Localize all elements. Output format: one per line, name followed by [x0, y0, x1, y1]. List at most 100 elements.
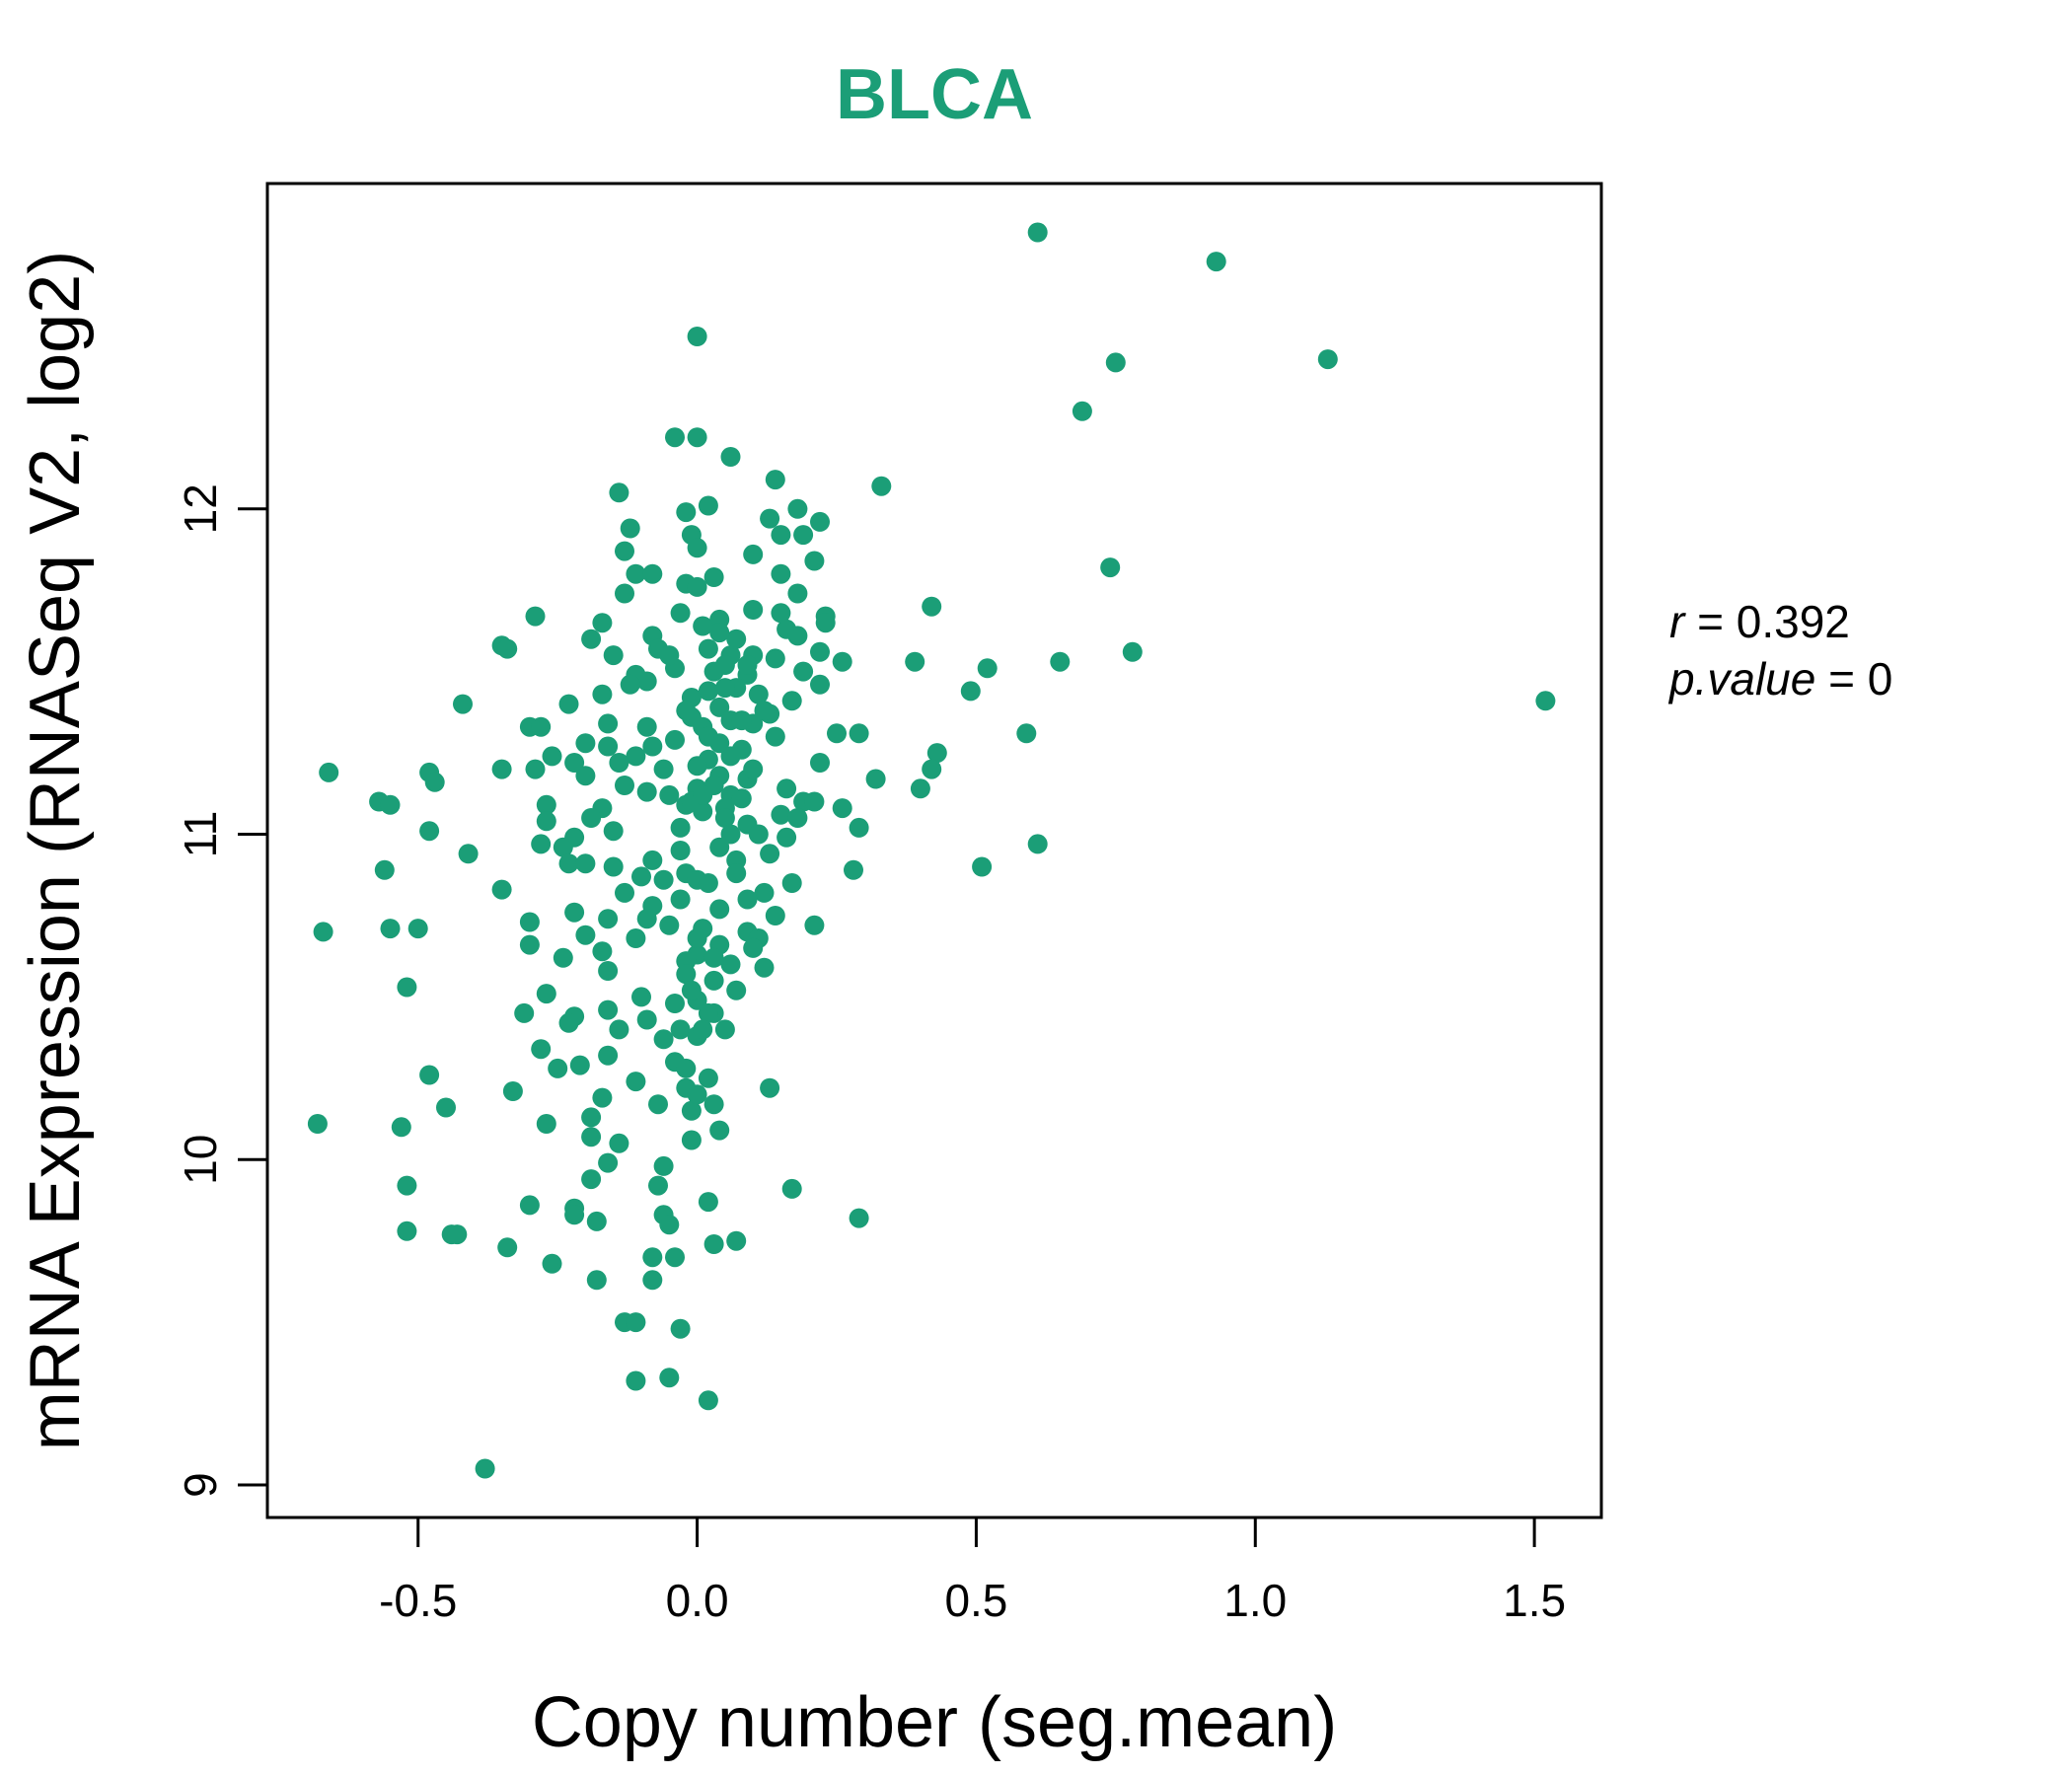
data-point [531, 1039, 552, 1060]
data-point [977, 658, 998, 679]
data-point [676, 1058, 697, 1078]
data-point [502, 1081, 523, 1101]
data-point [598, 713, 619, 734]
data-point [787, 626, 808, 646]
data-point [626, 928, 646, 948]
data-point [636, 716, 657, 737]
data-point [497, 638, 518, 659]
data-point [698, 1192, 718, 1213]
data-point [731, 788, 752, 809]
data-point [703, 1094, 724, 1115]
data-point [642, 563, 663, 584]
data-point [743, 544, 764, 564]
data-point [598, 999, 619, 1020]
data-point [581, 808, 602, 828]
data-point [703, 947, 724, 968]
data-point [804, 551, 825, 571]
data-point [419, 1065, 440, 1085]
data-point [653, 869, 674, 890]
data-point [581, 1107, 602, 1128]
data-point [397, 1221, 417, 1241]
x-tick-label: 1.5 [1503, 1575, 1566, 1626]
data-point [793, 525, 814, 546]
data-point [603, 856, 624, 877]
data-point [592, 613, 613, 633]
data-point [743, 937, 764, 958]
data-point [687, 1084, 707, 1105]
data-point [592, 684, 613, 704]
data-point [548, 1058, 568, 1078]
data-point [693, 616, 713, 636]
y-tick-label: 11 [175, 811, 226, 858]
data-point [687, 928, 707, 948]
data-point [659, 1368, 680, 1388]
data-point [525, 606, 546, 627]
data-point [810, 641, 830, 662]
x-axis-label: Copy number (seg.mean) [532, 1683, 1337, 1762]
data-point [804, 915, 825, 935]
data-point [564, 902, 585, 923]
data-point [972, 856, 993, 877]
data-point [419, 821, 440, 842]
data-point [765, 726, 785, 747]
stat-r-line: r = 0.392 [1669, 596, 1850, 647]
data-point [397, 1175, 417, 1196]
data-point [905, 651, 925, 672]
x-tick-label: -0.5 [379, 1575, 457, 1626]
data-point [1016, 723, 1037, 744]
data-point [709, 899, 730, 920]
data-point [743, 600, 764, 620]
data-point [626, 1370, 646, 1391]
data-point [536, 811, 556, 832]
data-point [1027, 222, 1048, 243]
y-axis: 9 10 11 12 [175, 483, 269, 1498]
data-point [581, 629, 602, 649]
data-point [720, 954, 741, 975]
data-point [787, 498, 808, 519]
data-point [603, 645, 624, 666]
data-point [709, 837, 730, 857]
data-point [787, 808, 808, 828]
data-point [631, 866, 651, 887]
data-point [1100, 557, 1121, 578]
data-point [748, 824, 769, 845]
data-point [636, 1009, 657, 1030]
data-point [844, 859, 863, 880]
data-point [586, 1270, 607, 1291]
data-point [665, 994, 685, 1013]
data-point [1072, 401, 1092, 421]
data-point [726, 863, 747, 884]
data-point [659, 1215, 680, 1235]
data-point [592, 941, 613, 962]
data-point [397, 977, 417, 998]
data-point [698, 873, 718, 893]
data-point [703, 661, 724, 682]
data-point [720, 824, 741, 845]
data-point [609, 753, 629, 773]
data-point [642, 1270, 663, 1291]
data-point [754, 882, 775, 903]
data-point [458, 844, 479, 864]
data-point [553, 837, 573, 857]
data-point [575, 766, 596, 786]
data-point [514, 1002, 535, 1023]
data-point [665, 1247, 685, 1268]
data-point [636, 909, 657, 929]
stat-p-value: 0 [1868, 653, 1893, 704]
data-point [754, 701, 775, 721]
data-point [777, 778, 797, 799]
data-point [447, 1224, 468, 1245]
stat-r-value: 0.392 [1737, 596, 1850, 647]
data-point [564, 753, 585, 773]
data-point [626, 1312, 646, 1333]
data-point [703, 1234, 724, 1254]
data-point [832, 651, 852, 672]
data-point [926, 743, 947, 764]
stat-p-label: p.value [1667, 653, 1815, 704]
data-point [922, 759, 942, 779]
data-point [810, 753, 830, 773]
x-tick-label: 1.0 [1223, 1575, 1287, 1626]
data-point [731, 710, 752, 731]
data-point [698, 726, 718, 747]
data-point [609, 1133, 629, 1153]
